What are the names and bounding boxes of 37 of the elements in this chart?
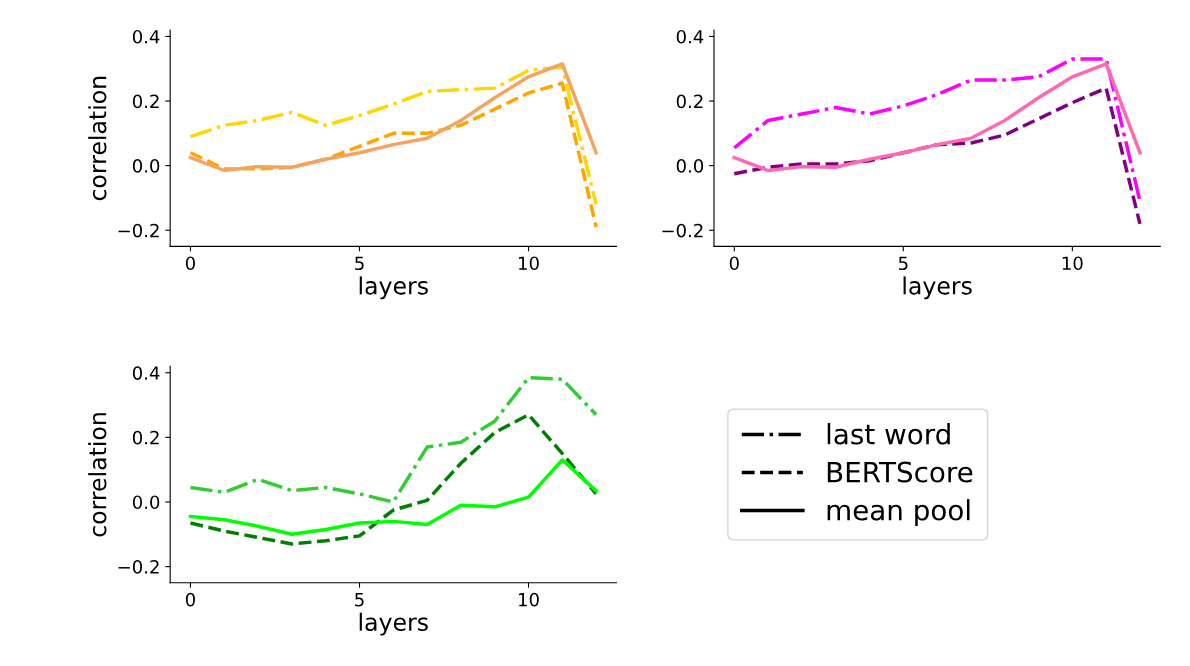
line-series [188,458,598,537]
x-tick-label: 5 [898,256,908,271]
y-axis-title: correlation [88,413,107,537]
y-tick-label: 0.4 [676,29,704,44]
text: BERTScore [827,461,973,483]
y-tick-label: 0.2 [132,94,159,109]
x-tick-label: 5 [355,593,364,607]
y-tick-label: −0.2 [662,223,703,238]
y-tick-label: 0.2 [676,94,703,109]
line-series [188,375,598,504]
y-tick-label: 0.2 [132,430,159,445]
y-tick-label: −0.2 [118,223,159,238]
y-axis-title: correlation [88,76,107,201]
x-axis-title: layers [359,612,428,636]
y-tick-label: −0.2 [118,560,159,574]
x-tick-label: 10 [519,592,539,607]
y-tick-label: 0.0 [676,159,704,173]
line-series [188,413,598,546]
x-tick-label: 10 [519,256,539,271]
x-tick-label: 0 [729,256,739,271]
y-tick-label: 0.0 [132,159,160,173]
x-tick-label: 0 [185,592,195,607]
text: last word [827,423,950,445]
y-tick-label: 0.4 [132,29,160,44]
x-tick-label: 0 [185,256,195,271]
x-axis-title: layers [359,276,428,300]
line-series [732,62,1142,173]
x-axis-title: layers [903,276,972,300]
line-series [188,65,598,207]
x-tick-label: 10 [1062,256,1083,271]
line-series [732,86,1142,226]
line-series [188,62,598,173]
line-series [188,81,598,229]
y-tick-label: 0.4 [132,366,160,380]
text: mean pool [827,499,970,526]
x-tick-label: 5 [355,256,364,271]
y-tick-label: 0.0 [132,495,160,510]
